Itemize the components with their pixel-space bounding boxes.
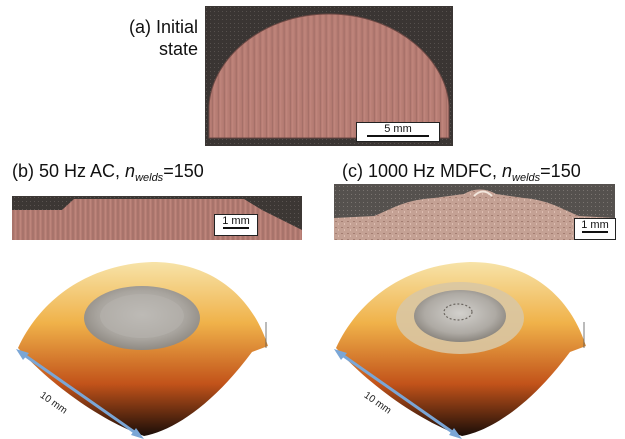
ac-surface-topography [16,262,268,439]
panel-c-scalebar: 1 mm [574,218,616,240]
panel-b-scalebar: 1 mm [214,214,258,236]
panel-b-scalebar-label: 1 mm [222,215,250,227]
panel-b-label-prefix: (b) 50 Hz AC, [12,161,126,181]
panel-c-n: n [502,161,513,181]
panel-b-sub: welds [135,172,164,184]
panel-c-scalebar-label: 1 mm [581,219,609,231]
mdfc-weld-micrograph [334,184,615,240]
panel-b-caption: (b) 50 Hz AC, nwelds=150 [12,160,204,189]
panel-a-caption: (a) Initial state [112,16,198,60]
panel-b-label-suffix: =150 [163,161,204,181]
ac-weld-micrograph [12,196,302,240]
panel-c-label-suffix: =150 [540,161,581,181]
panel-a-scalebar: 5 mm [356,122,440,142]
panel-b-n: n [125,161,136,181]
initial-state-micrograph [205,6,453,146]
panel-c-label-prefix: (c) 1000 Hz MDFC, [342,161,503,181]
panel-c-caption: (c) 1000 Hz MDFC, nwelds=150 [342,160,581,189]
panel-a-label: (a) Initial [128,17,198,37]
panel-a-label-2: state [158,39,198,59]
panel-a-scalebar-line [367,135,429,137]
panel-c-scalebar-line [582,231,608,233]
panel-c-sub: welds [512,172,541,184]
mdfc-surface-topography [334,262,586,439]
panel-b-scalebar-line [223,227,249,229]
panel-a-scalebar-label: 5 mm [384,123,412,135]
